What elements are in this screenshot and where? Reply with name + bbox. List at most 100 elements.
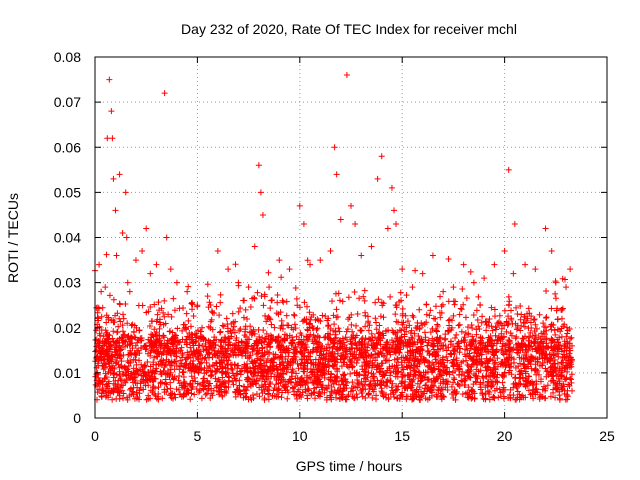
data-point xyxy=(155,396,162,403)
data-point xyxy=(278,344,285,351)
data-point xyxy=(451,360,458,367)
data-point xyxy=(225,335,232,342)
data-point xyxy=(292,284,299,291)
data-point xyxy=(202,343,209,350)
data-point xyxy=(409,284,416,291)
data-point xyxy=(543,287,550,294)
data-point xyxy=(473,307,480,314)
data-point xyxy=(527,361,534,368)
data-point xyxy=(483,327,490,334)
data-point xyxy=(448,383,455,390)
data-point xyxy=(129,345,136,352)
data-point xyxy=(205,337,212,344)
data-point xyxy=(207,318,214,325)
data-point xyxy=(351,369,358,376)
data-point xyxy=(142,382,149,389)
data-point xyxy=(558,348,565,355)
data-point xyxy=(473,373,480,380)
data-point xyxy=(176,380,183,387)
data-point xyxy=(465,384,472,391)
data-point xyxy=(550,389,557,396)
data-point xyxy=(470,360,477,367)
data-point xyxy=(253,347,260,354)
x-axis-title: GPS time / hours xyxy=(296,458,403,474)
data-point xyxy=(115,351,122,358)
data-point xyxy=(479,360,486,367)
data-point xyxy=(317,378,324,385)
data-point xyxy=(445,298,452,305)
data-point xyxy=(211,310,218,317)
data-point xyxy=(297,361,304,368)
data-point xyxy=(151,326,158,333)
data-point xyxy=(93,327,100,334)
data-point xyxy=(150,333,157,340)
data-point xyxy=(194,380,201,387)
data-point xyxy=(417,378,424,385)
data-point xyxy=(498,325,505,332)
data-point xyxy=(423,311,430,318)
data-point xyxy=(162,376,169,383)
data-point xyxy=(104,346,111,353)
data-point xyxy=(334,387,341,394)
data-point xyxy=(189,299,196,306)
data-point xyxy=(413,346,420,353)
data-point xyxy=(267,358,274,365)
data-point xyxy=(259,211,266,218)
data-point xyxy=(423,301,430,308)
data-point xyxy=(414,323,421,330)
data-point xyxy=(171,349,178,356)
data-point xyxy=(147,303,154,310)
data-point xyxy=(436,373,443,380)
data-point xyxy=(398,297,405,304)
data-point xyxy=(380,353,387,360)
data-point xyxy=(485,378,492,385)
data-point xyxy=(462,390,469,397)
data-point xyxy=(184,354,191,361)
data-point xyxy=(260,302,267,309)
data-point xyxy=(167,385,174,392)
data-point xyxy=(428,379,435,386)
data-point xyxy=(271,385,278,392)
data-point xyxy=(116,301,123,308)
data-point xyxy=(310,379,317,386)
data-point xyxy=(117,318,124,325)
data-point xyxy=(142,343,149,350)
data-point xyxy=(496,386,503,393)
data-point xyxy=(365,390,372,397)
data-point xyxy=(190,313,197,320)
data-point xyxy=(419,270,426,277)
data-point xyxy=(563,353,570,360)
data-point xyxy=(417,372,424,379)
data-point xyxy=(279,325,286,332)
data-point xyxy=(273,310,280,317)
data-point xyxy=(458,377,465,384)
data-point xyxy=(154,337,161,344)
data-point xyxy=(473,366,480,373)
data-point xyxy=(525,305,532,312)
data-point xyxy=(493,324,500,331)
data-point xyxy=(389,337,396,344)
data-point xyxy=(188,373,195,380)
data-point xyxy=(358,390,365,397)
data-point xyxy=(407,352,414,359)
data-point xyxy=(181,383,188,390)
data-point xyxy=(430,383,437,390)
data-point xyxy=(340,372,347,379)
data-point xyxy=(412,368,419,375)
data-point xyxy=(300,220,307,227)
data-point xyxy=(506,361,513,368)
data-point xyxy=(450,342,457,349)
data-point xyxy=(290,355,297,362)
data-point xyxy=(515,380,522,387)
data-point xyxy=(568,379,575,386)
data-point xyxy=(175,377,182,384)
data-point xyxy=(561,321,568,328)
data-point xyxy=(116,395,123,402)
data-point xyxy=(278,394,285,401)
data-point xyxy=(356,371,363,378)
data-point xyxy=(209,368,216,375)
data-point xyxy=(544,382,551,389)
data-point xyxy=(456,321,463,328)
data-point xyxy=(404,349,411,356)
data-point xyxy=(515,363,522,370)
